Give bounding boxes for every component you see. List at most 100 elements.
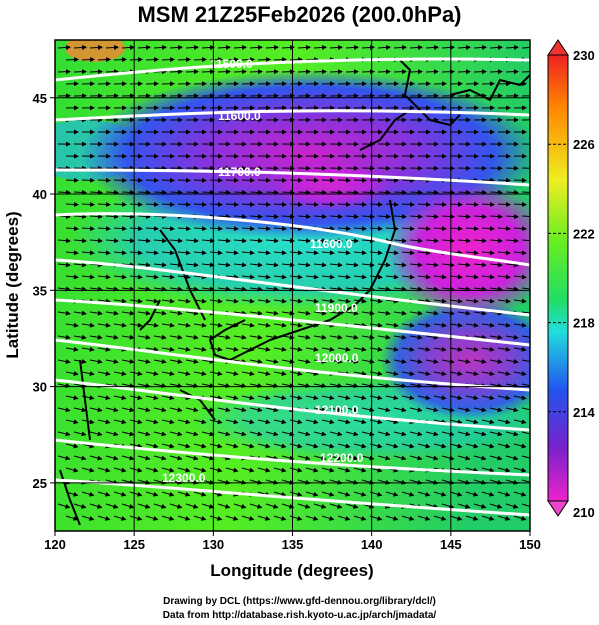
wind-arrow [305, 250, 319, 256]
wind-arrow [129, 443, 143, 449]
wind-arrow [425, 69, 439, 75]
wind-arrow [313, 334, 327, 340]
wind-arrow [385, 443, 399, 449]
wind-arrow [473, 359, 487, 364]
wind-arrow [337, 491, 351, 497]
wind-arrow [129, 395, 143, 401]
wind-arrow [401, 371, 415, 376]
wind-arrow [521, 310, 530, 316]
wind-arrow [129, 467, 143, 473]
wind-arrow [89, 455, 103, 461]
wind-arrow [177, 298, 191, 304]
wind-arrow [153, 431, 167, 437]
wind-arrow [289, 491, 303, 497]
wind-arrow [193, 467, 207, 473]
wind-arrow [89, 238, 103, 244]
wind-arrow [401, 322, 415, 328]
wind-arrow [521, 431, 530, 437]
wind-arrow [225, 371, 239, 376]
contour-label: 12300.0 [162, 471, 206, 485]
wind-arrow [273, 467, 287, 473]
wind-arrow [505, 407, 519, 413]
wind-arrow [129, 57, 143, 63]
wind-arrow [233, 383, 247, 389]
wind-arrow [385, 491, 399, 497]
wind-arrow [65, 250, 79, 256]
wind-arrow [169, 238, 183, 244]
wind-arrow [113, 419, 127, 425]
wind-arrow [497, 395, 511, 401]
wind-arrow [73, 503, 87, 509]
wind-arrow [249, 310, 263, 316]
wind-arrow [57, 455, 71, 461]
wind-arrow [57, 503, 71, 509]
wind-arrow [257, 250, 271, 256]
wind-arrow [473, 503, 487, 509]
wind-arrow [89, 286, 103, 292]
wind-arrow [185, 503, 199, 509]
wind-arrow [137, 503, 151, 509]
wind-arrow [201, 189, 215, 195]
wind-arrow [233, 44, 247, 50]
wind-arrow [329, 359, 343, 364]
wind-arrow [489, 455, 503, 461]
wind-arrow [481, 346, 495, 352]
wind-arrow [273, 346, 287, 352]
wind-arrow [177, 443, 191, 449]
wind-arrow [145, 177, 159, 183]
wind-arrow [473, 286, 487, 292]
x-axis: 120 125 130 135 140 145 150 [44, 531, 541, 552]
wind-arrow [417, 298, 431, 304]
wind-arrow [81, 371, 95, 376]
wind-arrow [329, 286, 343, 292]
wind-arrow [81, 226, 95, 232]
wind-arrow [249, 383, 263, 389]
wind-arrow [377, 334, 391, 340]
wind-arrow [521, 334, 530, 340]
wind-arrow [409, 334, 423, 340]
wind-arrow [441, 189, 455, 195]
wind-arrow [161, 419, 175, 425]
wind-arrow [265, 286, 279, 292]
wind-arrow [473, 69, 487, 75]
wind-arrow [305, 419, 319, 425]
wind-arrow [513, 298, 527, 304]
wind-arrow [281, 503, 295, 509]
wind-arrow [225, 395, 239, 401]
wind-arrow [505, 383, 519, 389]
wind-arrow [233, 214, 247, 220]
wind-arrow [465, 491, 479, 497]
wind-arrow [305, 395, 319, 401]
wind-arrow [321, 226, 335, 232]
wind-arrow [441, 238, 455, 244]
wind-arrow [217, 286, 231, 292]
wind-arrow [193, 250, 207, 256]
wind-arrow [321, 274, 335, 280]
wind-arrow [353, 226, 367, 232]
wind-arrow [497, 177, 511, 183]
wind-arrow [113, 57, 127, 63]
wind-arrow [489, 262, 503, 268]
wind-arrow [513, 322, 527, 328]
wind-arrow [241, 515, 255, 521]
colorbar-upper-triangle [547, 39, 569, 56]
x-tick-label: 140 [361, 537, 383, 552]
wind-arrow [233, 334, 247, 340]
wind-arrow [321, 467, 335, 473]
wind-arrow [457, 431, 471, 437]
wind-arrow [297, 214, 311, 220]
wind-arrow [393, 69, 407, 75]
wind-arrow [73, 407, 87, 413]
wind-arrow [169, 69, 183, 75]
wind-arrow [489, 238, 503, 244]
wind-arrow [169, 44, 183, 50]
wind-arrow [177, 371, 191, 376]
wind-arrow [457, 310, 471, 316]
wind-arrow [313, 503, 327, 509]
wind-arrow [345, 383, 359, 389]
wind-arrow [289, 57, 303, 63]
wind-arrow [321, 491, 335, 497]
x-axis-label: Longitude (degrees) [210, 561, 373, 580]
wind-arrow [65, 226, 79, 232]
wind-arrow [489, 431, 503, 437]
